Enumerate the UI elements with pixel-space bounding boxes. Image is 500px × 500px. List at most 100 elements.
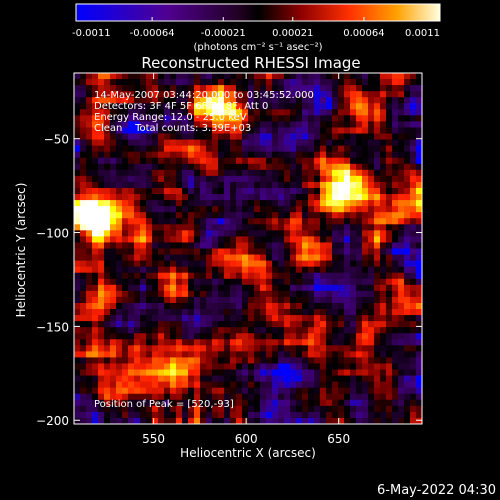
heatmap-cell	[314, 351, 321, 358]
heatmap-cell	[302, 387, 309, 395]
heatmap-cell	[128, 309, 135, 316]
heatmap-cell	[374, 230, 381, 237]
heatmap-cell	[314, 381, 321, 389]
heatmap-cell	[182, 254, 189, 261]
heatmap-cell	[80, 393, 87, 401]
heatmap-cell	[266, 345, 273, 352]
heatmap-cell	[236, 381, 243, 389]
heatmap-cell	[404, 248, 411, 255]
heatmap-cell	[128, 387, 135, 395]
heatmap-cell	[332, 381, 339, 389]
heatmap-cell	[158, 103, 165, 110]
heatmap-cell	[404, 133, 411, 140]
heatmap-cell	[410, 97, 417, 104]
heatmap-cell	[404, 290, 411, 298]
heatmap-cell	[212, 194, 219, 201]
heatmap-cell	[116, 79, 123, 86]
heatmap-cell	[134, 284, 141, 292]
heatmap-cell	[386, 254, 393, 261]
heatmap-cell	[158, 278, 165, 286]
heatmap-cell	[266, 248, 273, 255]
heatmap-cell	[140, 266, 147, 274]
heatmap-cell	[398, 163, 405, 171]
heatmap-cell	[140, 351, 147, 358]
heatmap-cell	[296, 321, 303, 328]
heatmap-cell	[266, 405, 273, 413]
heatmap-cell	[260, 103, 267, 110]
heatmap-cell	[74, 248, 81, 255]
footer-timestamp: 6-May-2022 04:30	[377, 483, 496, 498]
heatmap-cell	[410, 145, 417, 153]
heatmap-cell	[74, 73, 81, 80]
heatmap-cell	[230, 393, 237, 401]
heatmap-cell	[92, 411, 99, 419]
heatmap-cell	[278, 278, 285, 286]
heatmap-cell	[80, 351, 87, 358]
heatmap-cell	[182, 302, 189, 310]
heatmap-cell	[314, 145, 321, 153]
heatmap-cell	[404, 127, 411, 134]
heatmap-cell	[290, 212, 297, 219]
colorbar	[75, 3, 441, 22]
heatmap-cell	[362, 236, 369, 243]
heatmap-cell	[368, 187, 375, 195]
heatmap-cell	[416, 345, 423, 352]
heatmap-cell	[128, 236, 135, 243]
heatmap-cell	[350, 115, 357, 122]
heatmap-cell	[302, 381, 309, 389]
heatmap-cell	[170, 284, 177, 292]
heatmap-cell	[182, 181, 189, 189]
heatmap-cell	[212, 284, 219, 292]
heatmap-cell	[278, 399, 285, 407]
heatmap-cell	[266, 181, 273, 189]
heatmap-cell	[104, 79, 111, 86]
heatmap-cell	[272, 127, 279, 134]
heatmap-cell	[344, 187, 351, 195]
heatmap-cell	[242, 236, 249, 243]
heatmap-cell	[122, 151, 129, 159]
heatmap-cell	[278, 272, 285, 280]
heatmap-cell	[170, 187, 177, 195]
heatmap-cell	[146, 127, 153, 134]
heatmap-cell	[338, 381, 345, 389]
heatmap-cell	[104, 97, 111, 104]
heatmap-cell	[248, 79, 255, 86]
heatmap-cell	[152, 296, 159, 304]
heatmap-cell	[170, 387, 177, 395]
heatmap-cell	[314, 387, 321, 395]
heatmap-cell	[182, 97, 189, 104]
heatmap-cell	[182, 327, 189, 334]
heatmap-cell	[350, 411, 357, 419]
heatmap-cell	[362, 73, 369, 80]
heatmap-cell	[218, 157, 225, 165]
heatmap-cell	[272, 91, 279, 98]
heatmap-cell	[326, 206, 333, 213]
heatmap-cell	[416, 248, 423, 255]
heatmap-cell	[278, 254, 285, 261]
heatmap-cell	[272, 145, 279, 153]
heatmap-cell	[314, 236, 321, 243]
heatmap-cell	[242, 266, 249, 274]
heatmap-cell	[290, 133, 297, 140]
heatmap-cell	[224, 411, 231, 419]
heatmap-cell	[410, 218, 417, 225]
heatmap-cell	[266, 187, 273, 195]
heatmap-cell	[290, 181, 297, 189]
heatmap-cell	[416, 103, 423, 110]
heatmap-cell	[398, 139, 405, 147]
heatmap-cell	[416, 309, 423, 316]
heatmap-cell	[338, 169, 345, 177]
heatmap-cell	[104, 248, 111, 255]
heatmap-cell	[404, 375, 411, 383]
heatmap-cell	[194, 230, 201, 237]
heatmap-cell	[182, 187, 189, 195]
heatmap-cell	[392, 103, 399, 110]
heatmap-cell	[404, 97, 411, 104]
heatmap-cell	[86, 157, 93, 165]
heatmap-cell	[284, 369, 291, 376]
heatmap-cell	[110, 327, 117, 334]
heatmap-cell	[374, 97, 381, 104]
heatmap-cell	[362, 345, 369, 352]
heatmap-cell	[134, 224, 141, 231]
heatmap-cell	[164, 187, 171, 195]
